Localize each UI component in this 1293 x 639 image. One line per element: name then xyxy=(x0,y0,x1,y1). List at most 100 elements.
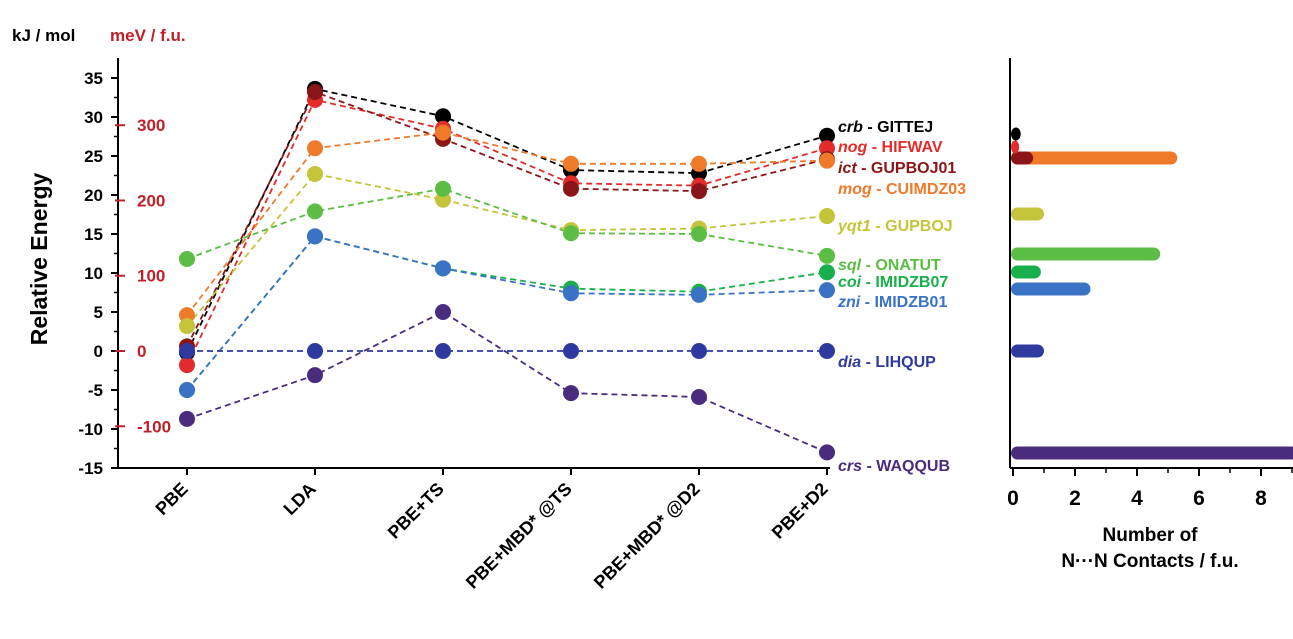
data-point xyxy=(307,203,323,220)
series-label-refcode: - GUPBOJ01 xyxy=(857,160,957,177)
energy-line-chart: Relative Energy -15 -10 -5 0 5 10 15 20 25 30 35 30… xyxy=(26,58,966,593)
series-label-refcode: - GITTEJ xyxy=(863,119,933,136)
y-tick-label: 0 xyxy=(94,342,103,361)
y-tick-label: 5 xyxy=(94,303,103,322)
series-label-refcode: - HIFWAV xyxy=(867,139,943,156)
x-tick-label: PBE+TS xyxy=(384,479,448,543)
data-point xyxy=(691,226,707,242)
data-point xyxy=(691,343,707,359)
data-point xyxy=(819,264,835,281)
mev-unit-label: meV / f.u. xyxy=(110,26,186,45)
data-point xyxy=(819,282,835,299)
data-point xyxy=(691,155,707,172)
data-point xyxy=(307,367,323,384)
series-label: crs - WAQQUB xyxy=(838,458,950,475)
data-point xyxy=(307,343,323,359)
contact-bar xyxy=(1011,265,1041,279)
data-point xyxy=(179,382,195,398)
series-line xyxy=(186,90,828,347)
series-label-refcode: - LIHQUP xyxy=(861,354,936,371)
series-label: mog - CUIMDZ03 xyxy=(838,181,966,198)
series-label-refcode: - GUPBOJ xyxy=(871,218,953,235)
series-label-topology: zni xyxy=(837,294,861,311)
mev-tick-label: 300 xyxy=(137,116,165,135)
data-point xyxy=(435,108,451,125)
series-label: zni - IMIDZB01 xyxy=(837,294,947,311)
series-line xyxy=(186,235,828,391)
series-line xyxy=(186,235,828,391)
data-point xyxy=(307,228,323,245)
contact-bar xyxy=(1011,140,1020,154)
series-line xyxy=(186,310,828,454)
y-tick-label: -5 xyxy=(88,381,103,400)
data-point xyxy=(819,343,835,359)
y-tick-label: 20 xyxy=(84,186,103,205)
y-tick-label: -15 xyxy=(78,459,103,478)
series-label: yqt1 - GUPBOJ xyxy=(837,218,953,235)
contacts-bar-chart: Number of N···N Contacts / f.u. 0 2 4 6 8 xyxy=(1007,58,1293,572)
bar-chart-marks: 0 2 4 6 8 xyxy=(1007,127,1293,510)
contact-bar xyxy=(1011,151,1178,165)
series-label: crb - GITTEJ xyxy=(838,119,933,136)
bar-x-tick-label: 4 xyxy=(1131,487,1143,510)
series-label: coi - IMIDZB07 xyxy=(838,274,948,291)
x-tick-label: PBE+MBD* @TS xyxy=(462,479,576,593)
y-axis-title: Relative Energy xyxy=(26,173,52,346)
y-tick-label: 15 xyxy=(84,225,103,244)
bar-x-tick-label: 0 xyxy=(1007,487,1019,510)
data-point xyxy=(691,286,707,303)
data-point xyxy=(435,124,451,141)
mev-tick-label: 200 xyxy=(137,191,165,210)
data-point xyxy=(563,225,579,242)
bar-x-tick-label: 2 xyxy=(1069,487,1081,510)
kj-unit-label: kJ / mol xyxy=(12,26,75,45)
mev-tick-label: 100 xyxy=(137,267,165,286)
y-tick-label: 25 xyxy=(84,147,103,166)
mev-tick-label: -100 xyxy=(137,417,171,436)
line-chart-marks: -15 -10 -5 0 5 10 15 20 25 30 35 300 200 100 0 -100 PBE L… xyxy=(78,69,966,593)
data-point xyxy=(307,165,323,182)
contact-bar xyxy=(1011,446,1293,460)
series-label-topology: sql xyxy=(838,257,862,274)
data-point xyxy=(307,140,323,157)
data-point xyxy=(435,180,451,197)
data-point xyxy=(563,180,579,197)
series-label-refcode: - CUIMDZ03 xyxy=(872,181,966,198)
x-tick-label: PBE xyxy=(152,479,192,519)
series-label: nog - HIFWAV xyxy=(838,139,943,156)
data-point xyxy=(563,155,579,172)
data-point xyxy=(819,247,835,264)
series-label-topology: dia xyxy=(838,354,861,371)
contact-bar xyxy=(1011,127,1021,141)
series-label: dia - LIHQUP xyxy=(838,354,936,371)
data-point xyxy=(179,357,195,374)
bar-x-axis-title-line1: Number of xyxy=(1103,525,1199,546)
data-point xyxy=(819,208,835,225)
series-line xyxy=(186,98,828,366)
x-tick-label: PBE+MBD* @D2 xyxy=(590,479,704,593)
data-point xyxy=(819,127,835,144)
series-label-topology: mog xyxy=(838,181,872,198)
contact-bar xyxy=(1011,207,1044,221)
y-tick-label: 35 xyxy=(84,69,103,88)
y-tick-label: 10 xyxy=(84,264,103,283)
bar-x-tick-label: 8 xyxy=(1255,487,1267,510)
data-point xyxy=(435,343,451,359)
data-point xyxy=(435,260,451,277)
data-point xyxy=(179,343,195,359)
x-tick-label: LDA xyxy=(280,479,320,519)
bar-x-axis-title-line2: N···N Contacts / f.u. xyxy=(1061,551,1238,572)
series-label-refcode: - IMIDZB01 xyxy=(860,294,947,311)
series-label-topology: nog xyxy=(838,139,868,156)
data-point xyxy=(179,410,195,427)
bar-x-tick-label: 6 xyxy=(1193,487,1205,510)
series-label-refcode: - ONATUT xyxy=(861,257,941,274)
series-label-refcode: - WAQQUB xyxy=(862,458,950,475)
data-point xyxy=(179,318,195,335)
mev-tick-label: 0 xyxy=(137,342,146,361)
contact-bar xyxy=(1011,344,1044,358)
series-label-refcode: - IMIDZB07 xyxy=(861,274,948,291)
series-line xyxy=(186,87,828,353)
series-line xyxy=(186,187,828,260)
